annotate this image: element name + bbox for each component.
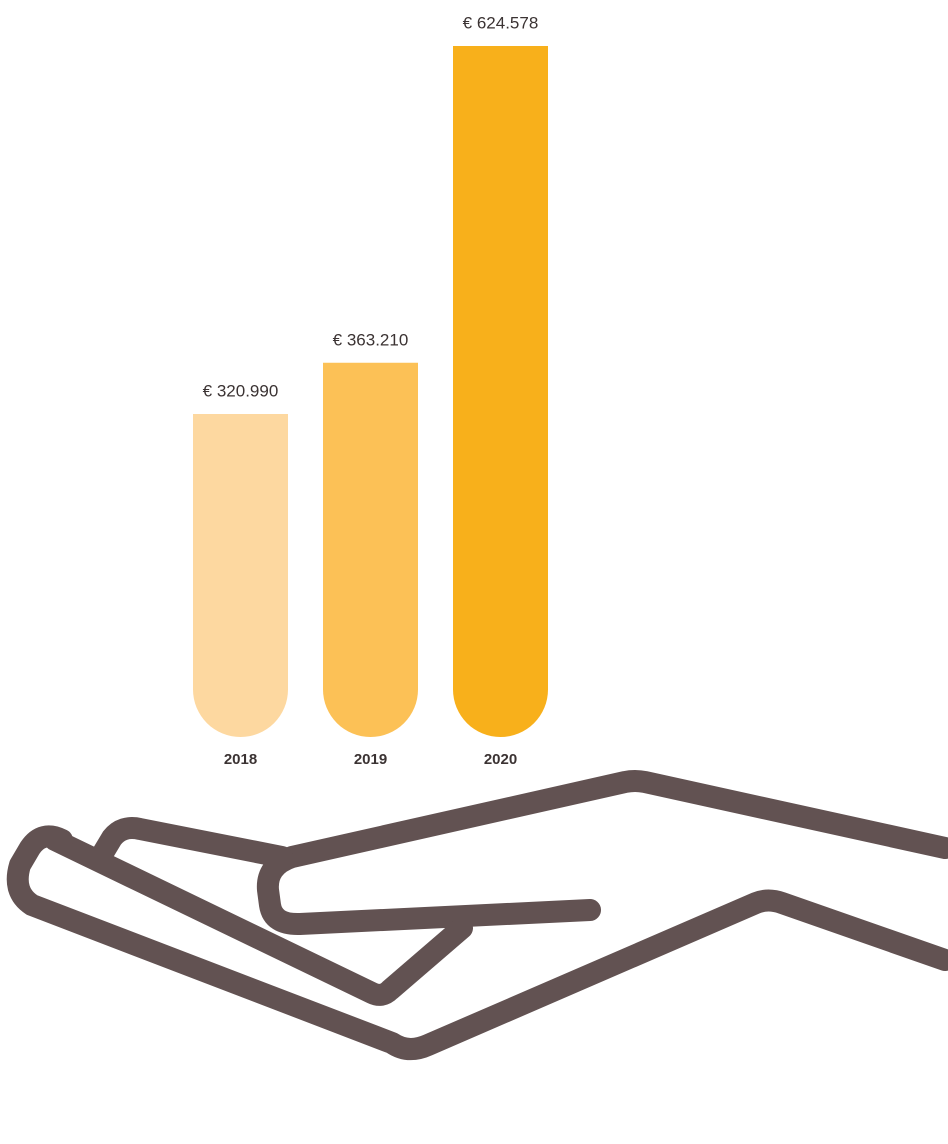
value-label: € 363.210 <box>333 330 409 349</box>
value-label: € 624.578 <box>463 13 539 32</box>
hand-palm <box>6 825 948 1060</box>
bar <box>453 46 548 737</box>
x-tick-label: 2019 <box>354 751 387 768</box>
bar <box>323 362 418 737</box>
hand-thumb <box>256 770 948 936</box>
x-tick-label: 2020 <box>484 751 517 768</box>
hand-finger <box>89 817 293 869</box>
x-tick-label: 2018 <box>224 751 257 768</box>
hand-illustration <box>6 770 948 1060</box>
value-label: € 320.990 <box>203 381 279 400</box>
bar <box>193 413 288 737</box>
hand-finger-inner <box>44 829 473 1006</box>
